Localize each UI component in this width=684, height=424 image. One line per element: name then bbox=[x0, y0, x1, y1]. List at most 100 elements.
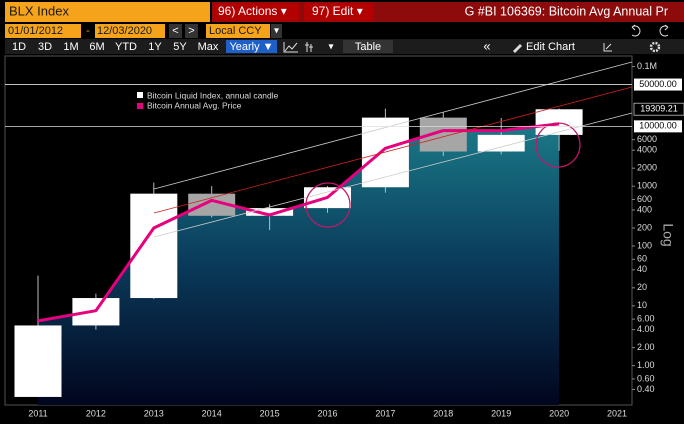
x-tick-label: 2019 bbox=[491, 408, 511, 418]
avg-area bbox=[38, 123, 560, 406]
y-tick-label: 0.1M bbox=[637, 61, 657, 71]
channel-mid bbox=[153, 86, 633, 214]
price-line-label-box bbox=[634, 78, 682, 91]
y-tick-label: 1000 bbox=[637, 181, 657, 191]
avg-line bbox=[37, 122, 560, 323]
candle-body bbox=[477, 134, 525, 152]
edit-chart[interactable]: Edit Chart bbox=[526, 41, 575, 53]
price-line-label: 10000.00 bbox=[639, 121, 677, 131]
x-tick-label: 2016 bbox=[317, 408, 337, 418]
x-tick-label: 2012 bbox=[86, 408, 106, 418]
pencil-icon bbox=[513, 44, 522, 53]
start-date-field[interactable] bbox=[5, 24, 81, 38]
next-button[interactable] bbox=[185, 24, 198, 38]
currency-field[interactable] bbox=[206, 24, 270, 38]
chart-type-caret[interactable]: ▾ bbox=[328, 42, 333, 53]
y-tick-label: 4000 bbox=[637, 145, 657, 155]
legend-swatch bbox=[137, 92, 143, 98]
candle-body bbox=[14, 325, 62, 397]
annotate-icon[interactable] bbox=[603, 43, 612, 52]
settings-icon[interactable] bbox=[649, 41, 661, 53]
plot bbox=[14, 108, 583, 406]
period-button[interactable] bbox=[226, 40, 277, 53]
start-date: 01/01/2012 bbox=[8, 25, 63, 37]
redo-icon[interactable] bbox=[659, 24, 669, 37]
price-line-label: 50000.00 bbox=[639, 79, 677, 89]
y-tick-label: 6000 bbox=[637, 134, 657, 144]
highlight-circle bbox=[305, 182, 351, 228]
range-button[interactable]: 3D bbox=[38, 41, 52, 53]
x-tick-label: 2021 bbox=[607, 408, 627, 418]
range-button[interactable]: 5Y bbox=[173, 41, 187, 53]
y-tick-label: 0.40 bbox=[637, 384, 655, 394]
x-tick-label: 2018 bbox=[433, 408, 453, 418]
actions: 96) Actions ▾ bbox=[218, 4, 287, 18]
x-tick-label: 2014 bbox=[202, 408, 222, 418]
y-tick-label: 60 bbox=[637, 254, 647, 264]
page-title: G #BI 106369: Bitcoin Avg Annual Pr bbox=[465, 4, 668, 18]
range-button[interactable]: 1D bbox=[12, 41, 26, 53]
candle-body bbox=[188, 193, 236, 216]
candle-body bbox=[361, 117, 409, 188]
legend-label: Bitcoin Liquid Index, annual candle bbox=[147, 90, 279, 100]
prev: < bbox=[172, 25, 178, 37]
edit: 97) Edit ▾ bbox=[312, 4, 363, 18]
line-icon[interactable] bbox=[283, 42, 298, 53]
prev-button[interactable] bbox=[169, 24, 182, 38]
currency: Local CCY bbox=[209, 25, 262, 37]
y-tick-label: 100 bbox=[637, 240, 652, 250]
y-tick-label: 2.00 bbox=[637, 342, 655, 352]
y-tick-label: 6.00 bbox=[637, 313, 655, 323]
legend-label: Bitcoin Annual Avg. Price bbox=[147, 100, 242, 110]
y-tick-label: 1.00 bbox=[637, 360, 655, 370]
x-tick-label: 2013 bbox=[144, 408, 164, 418]
security-field[interactable] bbox=[5, 2, 210, 22]
range-button[interactable]: 1Y bbox=[148, 41, 162, 53]
security: BLX Index bbox=[9, 3, 69, 18]
last-price-box bbox=[633, 102, 684, 116]
range-button[interactable]: YTD bbox=[115, 41, 137, 53]
y-tick-label: 10 bbox=[637, 300, 647, 310]
x-tick-label: 2015 bbox=[260, 408, 280, 418]
actions-button[interactable] bbox=[213, 3, 299, 21]
date-separator: - bbox=[86, 25, 90, 37]
range-button[interactable]: Max bbox=[198, 41, 219, 53]
highlight-circle bbox=[535, 122, 581, 168]
price-line-label-box bbox=[634, 120, 682, 133]
range-buttons: 1D 3D 1M 6M YTD 1Y 5Y Max bbox=[12, 41, 219, 53]
y-tick-label: 400 bbox=[637, 204, 652, 214]
table-button[interactable] bbox=[343, 40, 393, 53]
candle-body bbox=[130, 193, 178, 299]
collapse[interactable]: « bbox=[483, 38, 490, 53]
range-button[interactable]: 6M bbox=[89, 41, 104, 53]
edit-button[interactable] bbox=[304, 3, 374, 21]
y-tick-label: 600 bbox=[637, 194, 652, 204]
legend-swatch bbox=[137, 103, 143, 109]
legend bbox=[132, 87, 302, 113]
y-tick-label: 0.60 bbox=[637, 373, 655, 383]
next: > bbox=[188, 25, 194, 37]
range-button[interactable]: 1M bbox=[63, 41, 78, 53]
table: Table bbox=[355, 41, 381, 53]
last-price-label: 19309.21 bbox=[640, 104, 678, 114]
y-tick-label: 200 bbox=[637, 222, 652, 232]
y-tick-label: 2000 bbox=[637, 163, 657, 173]
x-tick-label: 2017 bbox=[375, 408, 395, 418]
candle-icon[interactable] bbox=[305, 42, 313, 52]
y-axis-label: Log bbox=[660, 223, 676, 246]
undo-icon[interactable] bbox=[631, 24, 641, 37]
period: Yearly ▼ bbox=[229, 41, 273, 53]
currency-caret: ▾ bbox=[274, 26, 279, 37]
channel-lower bbox=[153, 112, 633, 238]
currency-dropdown[interactable] bbox=[271, 24, 282, 38]
y-tick-label: 20 bbox=[637, 282, 647, 292]
end-date-field[interactable] bbox=[95, 24, 165, 38]
candle-body bbox=[246, 208, 294, 216]
y-tick-label: 40 bbox=[637, 264, 647, 274]
x-tick-label: 2020 bbox=[549, 408, 569, 418]
end-date: 12/03/2020 bbox=[97, 25, 152, 37]
channel-upper bbox=[153, 61, 633, 190]
y-tick-label: 4.00 bbox=[637, 324, 655, 334]
